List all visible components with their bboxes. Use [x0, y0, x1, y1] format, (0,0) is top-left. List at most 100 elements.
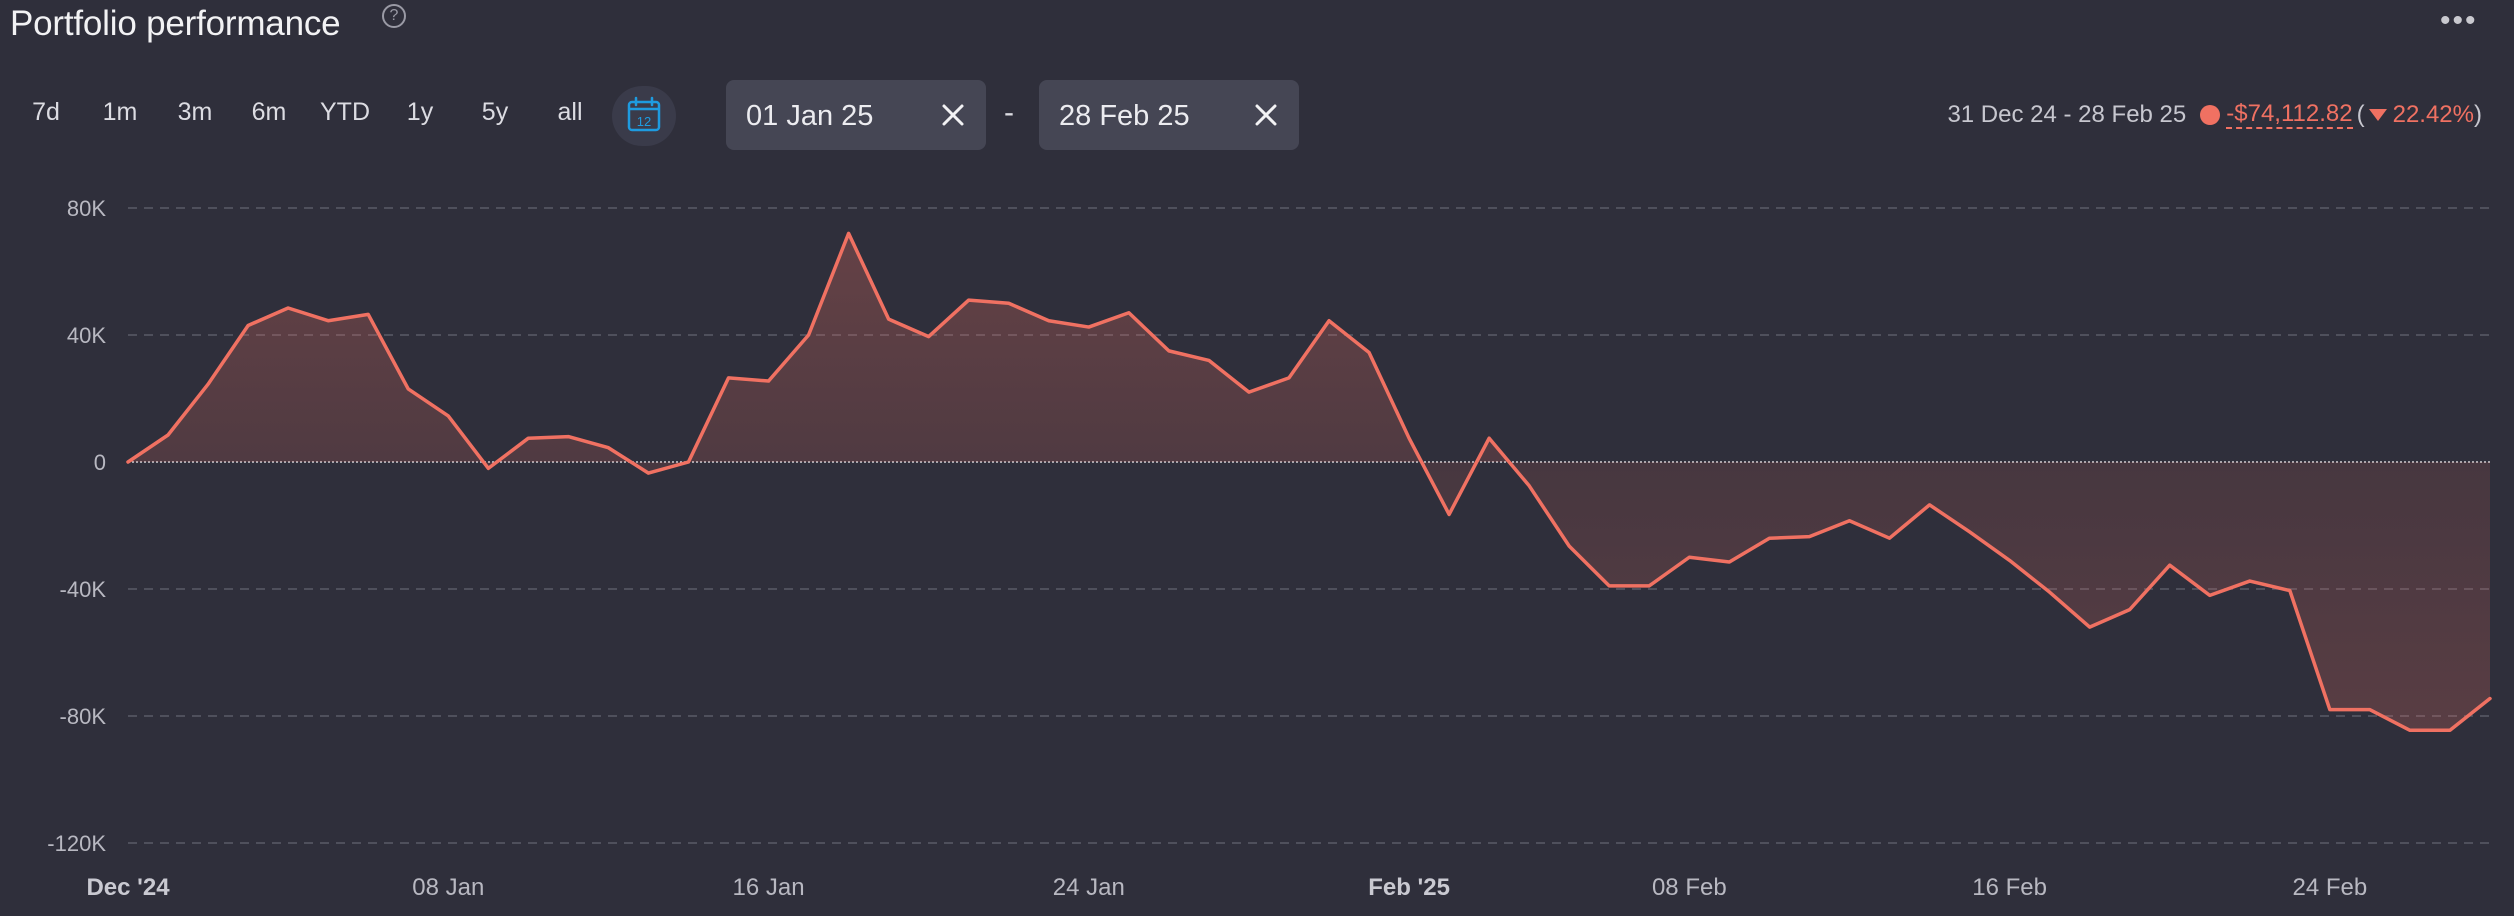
data-point[interactable]	[2324, 704, 2336, 716]
data-point[interactable]	[2444, 724, 2456, 736]
data-point[interactable]	[2044, 586, 2056, 598]
data-point[interactable]	[963, 294, 975, 306]
start-date-field[interactable]: 01 Jan 25	[726, 80, 986, 150]
range-button-3m[interactable]: 3m	[177, 98, 213, 126]
data-point[interactable]	[1323, 315, 1335, 327]
end-date-value: 28 Feb 25	[1059, 100, 1190, 132]
series-line[interactable]	[126, 231, 2492, 733]
range-button-6m[interactable]: 6m	[251, 98, 287, 126]
data-point[interactable]	[282, 302, 294, 314]
performance-summary: 31 Dec 24 - 28 Feb 25 -$74,112.82 ( 22.4…	[1947, 101, 2482, 129]
data-point[interactable]	[242, 319, 254, 331]
data-point[interactable]	[602, 442, 614, 454]
data-point[interactable]	[1483, 432, 1495, 444]
data-point[interactable]	[1723, 556, 1735, 568]
data-point[interactable]	[2364, 704, 2376, 716]
data-point[interactable]	[1883, 532, 1895, 544]
data-point[interactable]	[402, 383, 414, 395]
data-point[interactable]	[2164, 559, 2176, 571]
data-point[interactable]	[923, 331, 935, 343]
data-point[interactable]	[1363, 346, 1375, 358]
y-tick-label: 80K	[67, 196, 106, 221]
x-tick-label: 08 Jan	[412, 874, 484, 901]
x-tick-label: 16 Jan	[733, 874, 805, 901]
data-point[interactable]	[1924, 499, 1936, 511]
data-point[interactable]	[2484, 693, 2496, 705]
data-point[interactable]	[122, 456, 134, 468]
data-point[interactable]	[2204, 589, 2216, 601]
data-point[interactable]	[562, 431, 574, 443]
data-point[interactable]	[2124, 604, 2136, 616]
data-point[interactable]	[1643, 580, 1655, 592]
area-fill-negative	[128, 462, 2490, 731]
data-point[interactable]	[2284, 585, 2296, 597]
down-triangle-icon	[2368, 109, 2387, 121]
data-point[interactable]	[1203, 354, 1215, 366]
end-date-field[interactable]: 28 Feb 25	[1039, 80, 1299, 150]
data-point[interactable]	[1563, 540, 1575, 552]
data-point[interactable]	[162, 429, 174, 441]
custom-range-button[interactable]: 12	[612, 86, 676, 146]
data-point[interactable]	[723, 372, 735, 384]
series-dot-icon	[2200, 105, 2221, 125]
data-point[interactable]	[362, 308, 374, 320]
y-tick-label: -40K	[60, 577, 107, 602]
data-point[interactable]	[1603, 580, 1615, 592]
range-button-all[interactable]: all	[557, 98, 583, 126]
data-point[interactable]	[843, 227, 855, 239]
data-point[interactable]	[883, 313, 895, 325]
y-tick-label: -80K	[60, 704, 107, 729]
data-point[interactable]	[2084, 621, 2096, 633]
x-tick-label: Feb '25	[1368, 874, 1450, 901]
summary-period: 31 Dec 24 - 28 Feb 25	[1947, 101, 2187, 128]
data-point[interactable]	[1523, 480, 1535, 492]
range-button-ytd[interactable]: YTD	[320, 98, 370, 126]
data-point[interactable]	[442, 410, 454, 422]
clear-start-date-icon[interactable]	[936, 98, 970, 132]
data-point[interactable]	[1043, 315, 1055, 327]
data-point[interactable]	[2004, 554, 2016, 566]
x-tick-label: Dec '24	[86, 874, 170, 901]
data-point[interactable]	[322, 315, 334, 327]
x-tick-label: 16 Feb	[1972, 874, 2047, 901]
data-point[interactable]	[1403, 432, 1415, 444]
help-icon[interactable]: ?	[382, 4, 406, 28]
summary-close-paren: )	[2474, 101, 2482, 128]
range-button-1m[interactable]: 1m	[102, 98, 138, 126]
range-button-5y[interactable]: 5y	[481, 98, 509, 126]
data-point[interactable]	[1163, 345, 1175, 357]
data-point[interactable]	[1843, 515, 1855, 527]
data-point[interactable]	[1083, 321, 1095, 333]
summary-change[interactable]: -$74,112.82	[2226, 100, 2353, 129]
data-point[interactable]	[1683, 551, 1695, 563]
page-title: Portfolio performance	[10, 4, 341, 43]
data-point[interactable]	[522, 432, 534, 444]
data-point[interactable]	[1283, 372, 1295, 384]
clear-end-date-icon[interactable]	[1249, 98, 1283, 132]
area-fill-positive	[128, 233, 2490, 462]
data-point[interactable]	[202, 378, 214, 390]
data-point[interactable]	[2404, 724, 2416, 736]
data-point[interactable]	[803, 329, 815, 341]
calendar-icon: 12	[627, 96, 661, 132]
range-button-1y[interactable]: 1y	[406, 98, 434, 126]
summary-percent-group: 22.42%	[2368, 101, 2474, 129]
data-point[interactable]	[1243, 386, 1255, 398]
data-point[interactable]	[1123, 307, 1135, 319]
data-point[interactable]	[2244, 575, 2256, 587]
data-point[interactable]	[482, 462, 494, 474]
data-point[interactable]	[1003, 297, 1015, 309]
data-point[interactable]	[682, 456, 694, 468]
y-tick-label: 0	[94, 450, 106, 475]
data-point[interactable]	[1763, 532, 1775, 544]
data-point[interactable]	[1803, 531, 1815, 543]
date-range-separator: -	[1004, 96, 1014, 129]
start-date-value: 01 Jan 25	[746, 100, 874, 132]
calendar-day: 12	[637, 114, 651, 129]
range-button-7d[interactable]: 7d	[32, 98, 60, 126]
data-point[interactable]	[763, 375, 775, 387]
data-point[interactable]	[1443, 508, 1455, 520]
data-point[interactable]	[1964, 526, 1976, 538]
data-point[interactable]	[642, 467, 654, 479]
